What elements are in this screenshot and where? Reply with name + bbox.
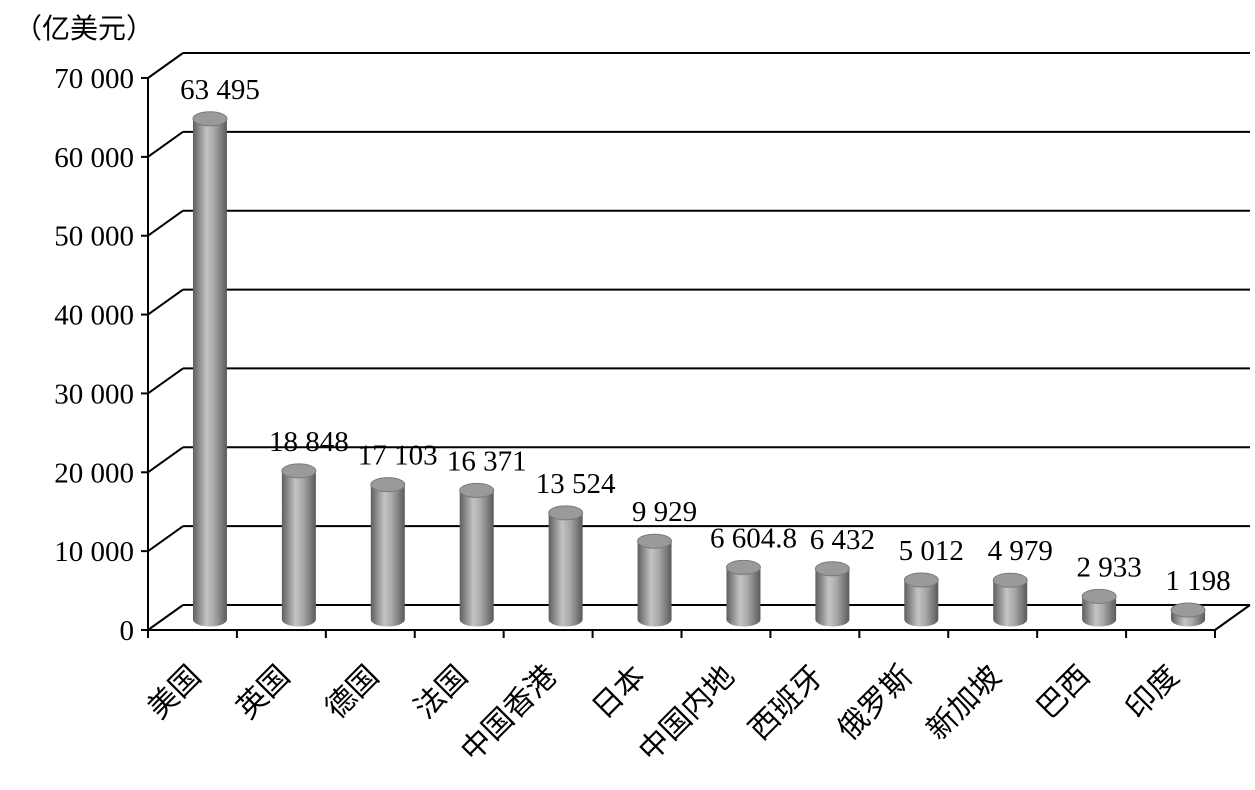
x-tick-label: 中国内地 [633,660,741,768]
bar [725,559,761,627]
bar-top [814,561,850,577]
bar [192,111,228,627]
bar [903,572,939,627]
floor-right-edge [1214,604,1251,631]
bar [370,477,406,627]
y-tick-label: 60 000 [54,142,134,174]
bar-top [370,477,406,493]
x-tick-label: 法国 [408,660,474,726]
y-tick-label: 70 000 [54,63,134,95]
grid-side-connector [147,525,184,552]
grid-side-connector [147,288,184,316]
grid-side-connector [147,604,184,631]
bar-body [1082,596,1117,627]
y-tick-label: 30 000 [54,378,134,410]
bar-top [725,559,761,575]
data-label: 18 848 [269,426,349,458]
x-tick-label: 英国 [231,660,297,726]
bar [459,482,495,627]
bar-top [903,572,939,588]
x-tick-label: 德国 [319,660,385,726]
data-label: 5 012 [899,535,964,567]
bar-top [637,533,673,549]
bar-body [548,512,583,627]
bar-top [1081,588,1117,604]
data-label: 4 979 [988,535,1053,567]
data-label: 6 432 [810,524,875,556]
x-tick-label: 俄罗斯 [832,660,919,747]
bar-top [548,505,584,521]
bar-top [459,482,495,498]
x-tick-label: 新加坡 [921,660,1008,747]
bar [1081,588,1117,627]
bar [992,572,1028,627]
grid-side-connector [147,52,184,79]
x-tick-label: 印度 [1120,660,1186,726]
bar [281,463,317,627]
bar-body [459,490,494,627]
data-label: 16 371 [447,445,527,477]
bar-body [637,541,672,627]
bar [1170,602,1206,627]
y-tick-label: 50 000 [54,221,134,253]
bar-body [904,579,939,627]
bar [548,505,584,627]
bar-body [993,580,1028,627]
y-tick-label: 10 000 [54,536,134,568]
grid-side-connector [147,209,184,237]
bar-body [370,484,405,627]
bar-top [992,572,1028,588]
grid-side-connector [147,446,184,474]
bar-top [192,111,228,127]
bar-body [281,470,316,627]
data-label: 1 198 [1165,565,1230,597]
data-label: 2 933 [1077,551,1142,583]
unit-label: （亿美元） [14,13,154,45]
bar-body [192,118,227,627]
data-label: 9 929 [632,496,697,528]
y-tick-label: 40 000 [54,300,134,332]
bar [814,561,850,627]
x-tick-label: 巴西 [1031,660,1097,726]
bar-body [815,568,850,627]
x-tick-label: 中国香港 [455,660,563,768]
data-label: 6 604.8 [710,522,797,554]
bar-top [281,463,317,479]
x-tick-label: 日本 [586,660,652,726]
bar-top [1170,602,1206,618]
y-tick-label: 0 [120,615,135,647]
data-label: 63 495 [180,74,260,106]
bar [637,533,673,627]
y-tick-label: 20 000 [54,457,134,489]
x-tick-label: 美国 [142,660,208,726]
grid-side-connector [147,367,184,395]
data-label: 13 524 [536,468,616,500]
data-label: 17 103 [358,440,438,472]
bar-body [726,567,761,627]
x-tick-label: 西班牙 [743,660,830,747]
grid-side-connector [147,131,184,158]
